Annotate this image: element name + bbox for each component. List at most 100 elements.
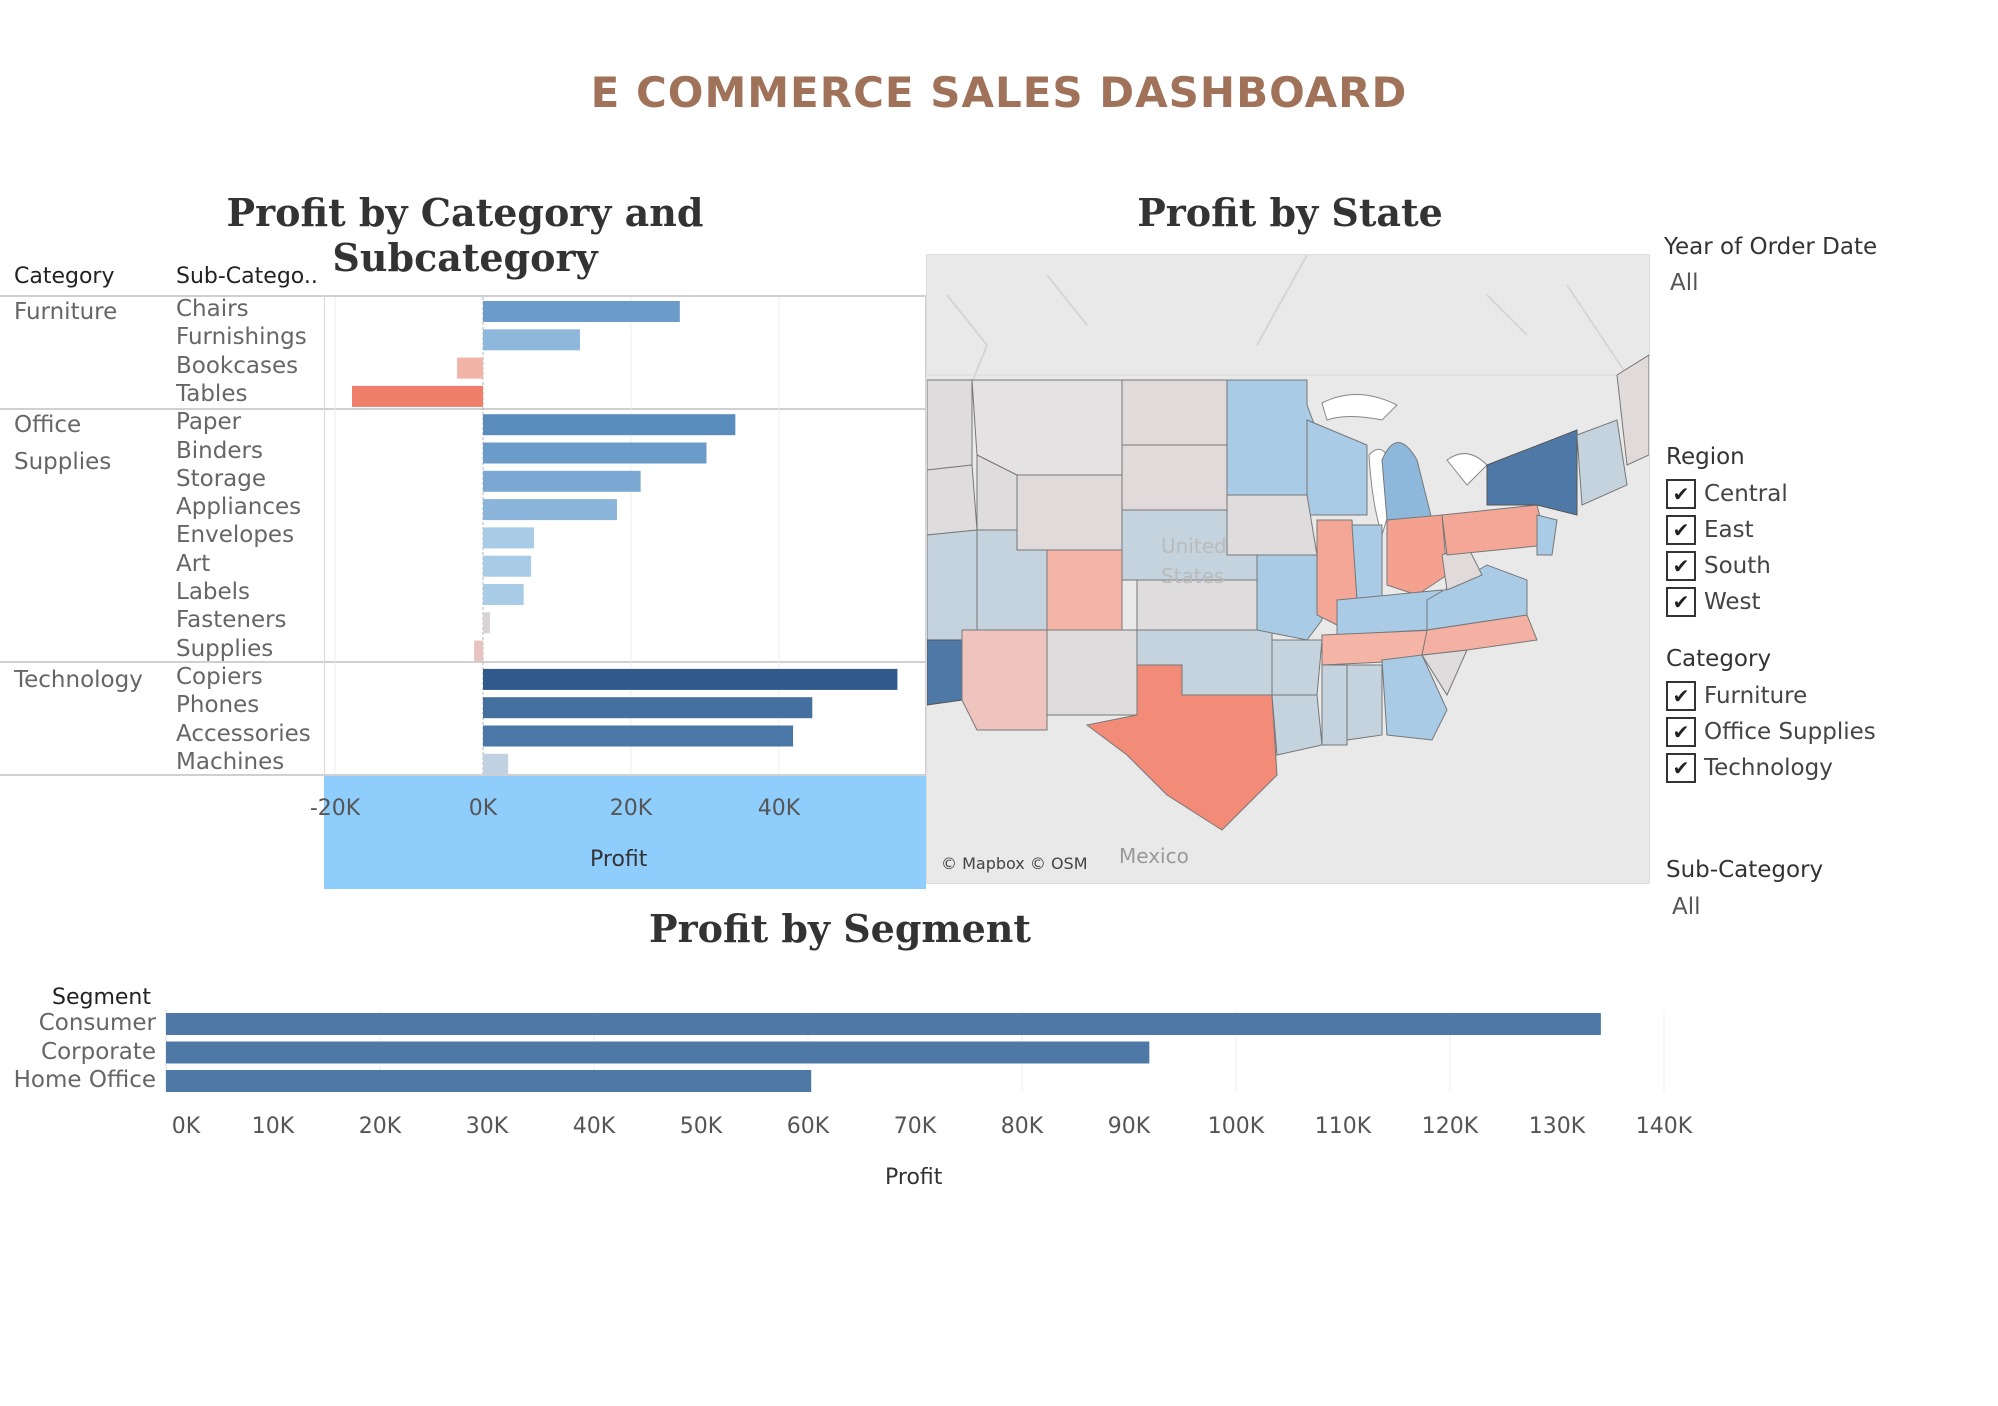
category-label[interactable]: Furniture bbox=[14, 299, 118, 325]
segment-axis-tick: 40K bbox=[572, 1114, 616, 1139]
segment-axis-tick: 110K bbox=[1314, 1114, 1372, 1139]
checkbox-label: Technology bbox=[1704, 755, 1833, 781]
profit-axis-highlight[interactable] bbox=[324, 776, 926, 889]
state-az bbox=[961, 629, 1048, 731]
subcategory-label[interactable]: Art bbox=[176, 550, 211, 577]
subcategory-label[interactable]: Copiers bbox=[176, 663, 263, 690]
category-option-technology[interactable]: ✔ Technology bbox=[1666, 750, 1876, 786]
segment-axis-tick: 10K bbox=[251, 1114, 295, 1139]
segment-axis-tick: 120K bbox=[1421, 1114, 1479, 1139]
segment-axis-tick: 90K bbox=[1107, 1114, 1151, 1139]
subcategory-label[interactable]: Binders bbox=[176, 437, 263, 464]
segment-bar-home-office[interactable] bbox=[166, 1070, 812, 1092]
segment-axis-tick: 20K bbox=[358, 1114, 402, 1139]
category-option-furniture[interactable]: ✔ Furniture bbox=[1666, 678, 1876, 714]
map-canvas[interactable]: United States Mexico © Mapbox © OSM bbox=[927, 255, 1649, 883]
profit-bar-storage[interactable] bbox=[483, 470, 641, 492]
segment-bar-consumer[interactable] bbox=[166, 1013, 1601, 1035]
category-label[interactable]: Supplies bbox=[14, 449, 112, 476]
subcategory-filter-value[interactable]: All bbox=[1672, 894, 1701, 920]
profit-bar-binders[interactable] bbox=[483, 442, 707, 464]
subcategory-label[interactable]: Accessories bbox=[176, 720, 311, 747]
subcategory-label[interactable]: Phones bbox=[176, 692, 260, 719]
state-al bbox=[1346, 664, 1383, 741]
profit-bar-furnishings[interactable] bbox=[483, 329, 580, 351]
category-column-header[interactable]: Category bbox=[14, 264, 115, 289]
category-axis-title: Profit bbox=[590, 847, 648, 872]
segment-bar-chart[interactable] bbox=[0, 0, 1700, 1120]
state-me bbox=[1616, 354, 1649, 466]
subcategory-label[interactable]: Chairs bbox=[176, 296, 249, 322]
profit-bar-envelopes[interactable] bbox=[483, 527, 535, 549]
state-ga bbox=[1381, 654, 1448, 741]
checkbox-checked-icon[interactable]: ✔ bbox=[1666, 551, 1696, 581]
profit-bar-appliances[interactable] bbox=[483, 499, 617, 521]
segment-axis-tick: 60K bbox=[786, 1114, 830, 1139]
region-option-south[interactable]: ✔ South bbox=[1666, 548, 1788, 584]
segment-axis-tick: 70K bbox=[893, 1114, 937, 1139]
profit-bar-supplies[interactable] bbox=[474, 640, 483, 662]
state-tx bbox=[1085, 664, 1278, 831]
state-wi bbox=[1306, 419, 1368, 516]
checkbox-checked-icon[interactable]: ✔ bbox=[1666, 587, 1696, 617]
us-label-line2: States bbox=[1161, 564, 1224, 588]
profit-bar-art[interactable] bbox=[483, 555, 532, 577]
profit-bar-tables[interactable] bbox=[352, 385, 483, 407]
category-bar-chart[interactable] bbox=[0, 0, 926, 890]
state-nj bbox=[1536, 514, 1558, 556]
subcategory-label[interactable]: Paper bbox=[176, 409, 242, 436]
subcategory-filter-title: Sub-Category bbox=[1666, 857, 1824, 883]
profit-bar-paper[interactable] bbox=[483, 414, 736, 436]
profit-bar-labels[interactable] bbox=[483, 584, 524, 605]
profit-bar-copiers[interactable] bbox=[483, 668, 898, 690]
segment-bar-corporate[interactable] bbox=[166, 1041, 1150, 1064]
group-divider-furniture bbox=[0, 408, 926, 410]
category-filter-title: Category bbox=[1666, 646, 1772, 672]
subcategory-label[interactable]: Appliances bbox=[176, 494, 302, 521]
checkbox-checked-icon[interactable]: ✔ bbox=[1666, 515, 1696, 545]
region-option-east[interactable]: ✔ East bbox=[1666, 512, 1788, 548]
checkbox-label: Central bbox=[1704, 481, 1788, 507]
category-label[interactable]: Technology bbox=[14, 666, 143, 693]
segment-column-header[interactable]: Segment bbox=[52, 985, 151, 1010]
state-map-title: Profit by State bbox=[1137, 190, 1443, 235]
year-filter-value[interactable]: All bbox=[1670, 270, 1699, 296]
subcategory-label[interactable]: Fasteners bbox=[176, 607, 287, 634]
subcategory-label[interactable]: Labels bbox=[176, 579, 251, 605]
profit-bar-bookcases[interactable] bbox=[457, 357, 483, 379]
region-option-central[interactable]: ✔ Central bbox=[1666, 476, 1788, 512]
checkbox-label: Office Supplies bbox=[1704, 719, 1876, 745]
subcategory-label[interactable]: Supplies bbox=[176, 635, 274, 662]
subcategory-column-header[interactable]: Sub-Catego.. bbox=[176, 264, 318, 289]
category-label[interactable]: Office bbox=[14, 412, 82, 439]
segment-axis-tick: 100K bbox=[1207, 1114, 1265, 1139]
year-filter-title: Year of Order Date bbox=[1664, 234, 1878, 260]
profit-bar-chairs[interactable] bbox=[483, 301, 680, 322]
checkbox-checked-icon[interactable]: ✔ bbox=[1666, 717, 1696, 747]
mexico-label: Mexico bbox=[1119, 844, 1189, 868]
checkbox-checked-icon[interactable]: ✔ bbox=[1666, 753, 1696, 783]
segment-label[interactable]: Home Office bbox=[13, 1067, 156, 1093]
segment-label[interactable]: Corporate bbox=[41, 1038, 156, 1065]
state-map[interactable]: United States Mexico © Mapbox © OSM bbox=[926, 254, 1650, 884]
subcategory-label[interactable]: Envelopes bbox=[176, 522, 295, 549]
state-ms bbox=[1321, 664, 1348, 746]
subcategory-label[interactable]: Machines bbox=[176, 748, 285, 775]
checkbox-label: East bbox=[1704, 517, 1754, 543]
segment-label[interactable]: Consumer bbox=[38, 1010, 156, 1036]
map-border-lines bbox=[946, 255, 1628, 396]
region-option-west[interactable]: ✔ West bbox=[1666, 584, 1788, 620]
profit-bar-fasteners[interactable] bbox=[483, 612, 491, 634]
subcategory-label[interactable]: Furnishings bbox=[176, 324, 307, 351]
checkbox-checked-icon[interactable]: ✔ bbox=[1666, 681, 1696, 711]
subcategory-label[interactable]: Tables bbox=[176, 380, 248, 407]
profit-bar-phones[interactable] bbox=[483, 697, 813, 719]
checkbox-checked-icon[interactable]: ✔ bbox=[1666, 479, 1696, 509]
segment-axis-tick: 140K bbox=[1635, 1114, 1693, 1139]
subcategory-label[interactable]: Storage bbox=[176, 465, 266, 492]
profit-bar-accessories[interactable] bbox=[483, 725, 794, 747]
subcategory-label[interactable]: Bookcases bbox=[176, 352, 299, 379]
category-axis-tick: 0K bbox=[468, 796, 498, 821]
profit-bar-machines[interactable] bbox=[483, 753, 509, 775]
category-option-office-supplies[interactable]: ✔ Office Supplies bbox=[1666, 714, 1876, 750]
